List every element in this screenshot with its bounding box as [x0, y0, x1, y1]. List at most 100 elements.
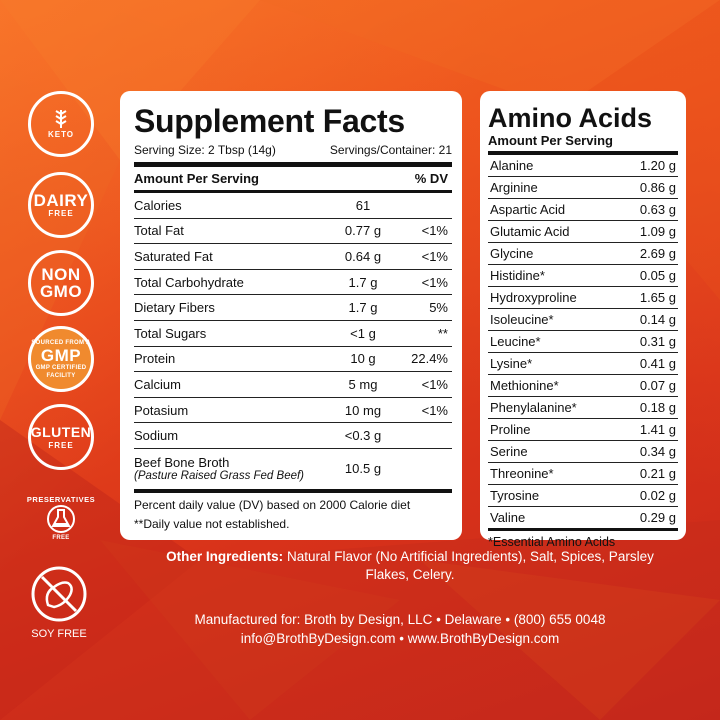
amino-row: Serine 0.34 g: [488, 441, 678, 463]
facts-row: Calcium 5 mg <1%: [134, 372, 452, 398]
amino-row: Histidine* 0.05 g: [488, 265, 678, 287]
amino-amount-cell: 0.18 g: [639, 400, 676, 415]
daily-value-footnote: **Daily value not established.: [134, 516, 290, 531]
facts-amount-cell: 0.77 g: [344, 223, 382, 239]
amino-row: Proline 1.41 g: [488, 419, 678, 441]
amino-name-cell: Aspartic Acid: [490, 202, 566, 217]
facts-nutrient-cell: Calcium: [134, 376, 181, 392]
amino-row: Phenylalanine* 0.18 g: [488, 397, 678, 419]
amino-row: Alanine 1.20 g: [488, 155, 678, 177]
non-gmo-badge: NON GMO: [28, 250, 94, 316]
amino-name-cell: Lysine*: [490, 356, 533, 371]
keto-badge: KETO: [28, 91, 94, 157]
dairy-free-badge: DAIRY FREE: [28, 172, 94, 238]
amino-row: Arginine 0.86 g: [488, 177, 678, 199]
facts-dv-cell: <1%: [421, 402, 448, 418]
serving-size: Serving Size: 2 Tbsp (14g): [134, 143, 276, 157]
facts-dv-cell: 5%: [429, 300, 448, 316]
essential-amino-footnote: *Essential Amino Acids: [488, 528, 678, 549]
gmp-top-label: SOURCED FROM A: [31, 339, 91, 346]
amino-row: Isoleucine* 0.14 g: [488, 309, 678, 331]
amino-amount-cell: 0.07 g: [639, 378, 676, 393]
amino-amount-cell: 0.05 g: [639, 268, 676, 283]
facts-footnotes: Percent daily value (DV) based on 2000 C…: [134, 493, 452, 531]
facts-row: Total Carbohydrate 1.7 g <1%: [134, 270, 452, 296]
amino-name-cell: Leucine*: [490, 334, 541, 349]
facts-row: Saturated Fat 0.64 g <1%: [134, 244, 452, 270]
amino-row: Glutamic Acid 1.09 g: [488, 221, 678, 243]
facts-nutrient-cell: Protein: [134, 351, 176, 367]
amino-row: Valine 0.29 g: [488, 507, 678, 529]
gmp-badge: SOURCED FROM A GMP GMP CERTIFIED FACILIT…: [28, 326, 94, 392]
facts-nutrient-cell: Calories: [134, 197, 182, 213]
facts-row: Total Fat 0.77 g <1%: [134, 219, 452, 245]
amino-row: Methionine* 0.07 g: [488, 375, 678, 397]
amino-name-cell: Serine: [490, 444, 528, 459]
dv-footnote: Percent daily value (DV) based on 2000 C…: [134, 497, 411, 512]
amino-amount-cell: 1.09 g: [639, 224, 676, 239]
dv-header: % DV: [414, 171, 448, 186]
flask-icon: [47, 505, 75, 533]
broth-name-cell: Beef Bone Broth (Pasture Raised Grass Fe…: [134, 455, 328, 482]
broth-subtitle: (Pasture Raised Grass Fed Beef): [134, 470, 305, 483]
amino-name-cell: Phenylalanine*: [490, 400, 577, 415]
keto-label: KETO: [47, 130, 75, 139]
facts-nutrient-cell: Total Fat: [134, 223, 184, 239]
facts-dv-cell: <1%: [421, 376, 448, 392]
amount-per-serving-header: Amount Per Serving: [134, 171, 259, 186]
soy-bean-icon: [31, 566, 87, 622]
amino-name-cell: Proline: [490, 422, 531, 437]
amino-name-cell: Tyrosine: [490, 488, 540, 503]
facts-amount-cell: 1.7 g: [348, 300, 378, 316]
facts-dv-cell: **: [437, 325, 448, 341]
facts-nutrient-cell: Saturated Fat: [134, 248, 213, 264]
facts-row: Total Sugars <1 g **: [134, 321, 452, 347]
gluten-free-label: FREE: [48, 440, 74, 450]
facts-amount-cell: 0.64 g: [344, 248, 382, 264]
facts-amount-cell: 10 g: [350, 351, 376, 367]
facts-amount-cell: <1 g: [350, 325, 376, 341]
amino-amount-cell: 1.20 g: [639, 158, 676, 173]
facts-amount-cell: 1.7 g: [348, 274, 378, 290]
preservatives-free-badge: PRESERVATIVES FREE: [24, 482, 98, 556]
amino-acids-panel: Amino Acids Amount Per Serving Alanine 1.…: [480, 91, 686, 549]
amino-amount-cell: 2.69 g: [639, 246, 676, 261]
dairy-free-label: FREE: [48, 208, 74, 218]
amino-amount-cell: 0.34 g: [639, 444, 676, 459]
amino-amount-cell: 0.41 g: [639, 356, 676, 371]
amino-name-cell: Methionine*: [490, 378, 559, 393]
facts-amount-cell: 5 mg: [348, 376, 378, 392]
facts-dv-cell: <1%: [421, 223, 448, 239]
facts-nutrient-cell: Sodium: [134, 428, 179, 444]
facts-dv-cell: 22.4%: [411, 351, 448, 367]
facts-nutrient-cell: Total Carbohydrate: [134, 274, 244, 290]
servings-per-container: Servings/Container: 21: [329, 143, 452, 157]
amino-amount-cell: 0.14 g: [639, 312, 676, 327]
other-ingredients: Other Ingredients: Natural Flavor (No Ar…: [150, 548, 670, 584]
manufacturer-line-1: Manufactured for: Broth by Design, LLC •…: [194, 612, 606, 627]
wheat-icon: [55, 110, 67, 128]
amino-name-cell: Histidine*: [490, 268, 545, 283]
facts-dv-cell: <1%: [421, 248, 448, 264]
amino-amount-cell: 0.31 g: [639, 334, 676, 349]
facts-amount-cell: 10 mg: [344, 402, 382, 418]
gmp-bottom-label: GMP CERTIFIED FACILITY: [35, 364, 87, 379]
broth-name: Beef Bone Broth: [134, 455, 230, 471]
facts-nutrient-cell: Total Sugars: [134, 325, 207, 341]
amino-amount-cell: 0.63 g: [639, 202, 676, 217]
facts-row: Potasium 10 mg <1%: [134, 398, 452, 424]
amino-name-cell: Glycine: [490, 246, 534, 261]
amino-name-cell: Arginine: [490, 180, 538, 195]
amino-name-cell: Isoleucine*: [490, 312, 554, 327]
facts-row: Dietary Fibers 1.7 g 5%: [134, 295, 452, 321]
preservatives-free-label: FREE: [52, 535, 70, 541]
facts-rows: Calories 61 Total Fat 0.77 g <1% Saturated Fa…: [134, 193, 452, 449]
facts-amount-cell: 61: [355, 197, 371, 213]
amino-row: Threonine* 0.21 g: [488, 463, 678, 485]
amino-row: Aspartic Acid 0.63 g: [488, 199, 678, 221]
serving-info: Serving Size: 2 Tbsp (14g) Servings/Cont…: [134, 143, 452, 167]
amino-row: Lysine* 0.41 g: [488, 353, 678, 375]
amino-name-cell: Hydroxyproline: [490, 290, 577, 305]
amino-amount-cell: 1.41 g: [639, 422, 676, 437]
amino-amount-cell: 0.21 g: [639, 466, 676, 481]
